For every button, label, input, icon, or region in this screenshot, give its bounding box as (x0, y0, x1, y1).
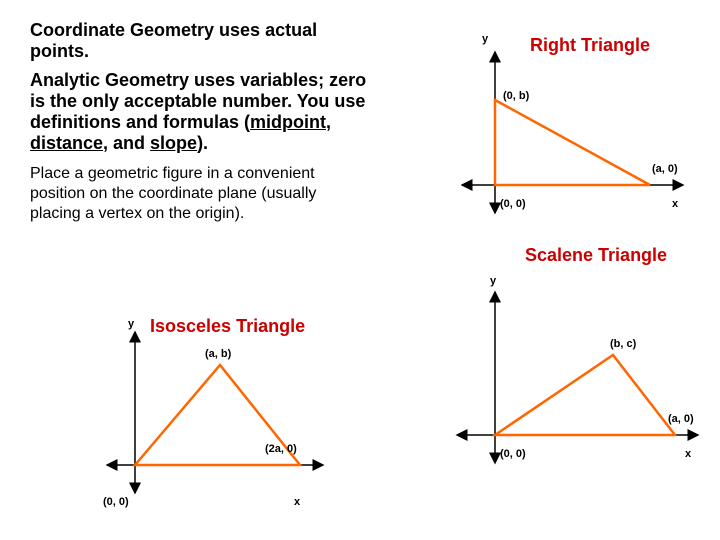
right-triangle-shape (495, 100, 650, 185)
scalene-origin-label: (0, 0) (500, 448, 526, 460)
diagram-right-triangle (450, 50, 700, 220)
left-text-column: Coordinate Geometry uses actual points. … (30, 20, 380, 224)
right-origin-label: (0, 0) (500, 198, 526, 210)
diagram-scalene (445, 290, 715, 470)
heading-analytic-geometry: Analytic Geometry uses variables; zero i… (30, 70, 380, 154)
right-top-label: (0, b) (503, 90, 529, 102)
heading-coordinate-geometry: Coordinate Geometry uses actual points. (30, 20, 380, 62)
isoc-y-label: y (128, 318, 134, 330)
scalene-x-label: x (685, 448, 691, 460)
scalene-apex-label: (b, c) (610, 338, 636, 350)
scalene-triangle-shape (495, 355, 675, 435)
right-vright-label: (a, 0) (652, 163, 678, 175)
title-scalene: Scalene Triangle (525, 245, 667, 266)
right-y-label: y (482, 33, 488, 45)
scalene-y-label: y (490, 275, 496, 287)
isoc-x-label: x (294, 496, 300, 508)
scalene-right-label: (a, 0) (668, 413, 694, 425)
right-x-label: x (672, 198, 678, 210)
isoc-apex-label: (a, b) (205, 348, 231, 360)
isoc-right-label: (2a, 0) (265, 443, 297, 455)
isoc-origin-label: (0, 0) (103, 496, 129, 508)
body-paragraph: Place a geometric figure in a convenient… (30, 164, 330, 224)
